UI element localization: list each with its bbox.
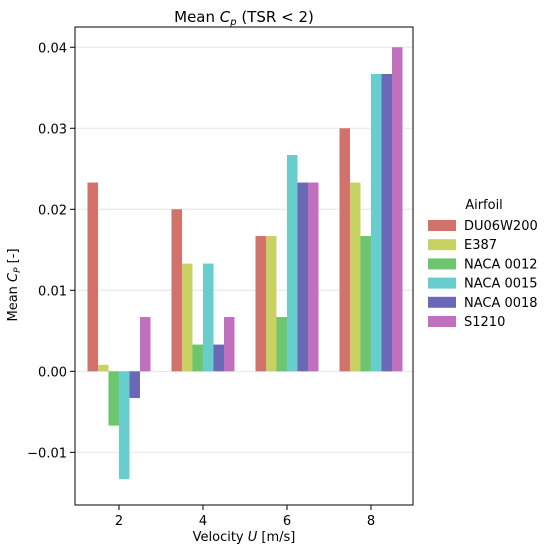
bars <box>87 47 403 480</box>
x-tick-label: 2 <box>115 514 123 529</box>
bar <box>297 182 308 372</box>
bar <box>203 263 214 372</box>
bar <box>371 73 382 372</box>
bar <box>192 344 203 372</box>
bar <box>171 209 182 372</box>
legend-label: NACA 0012 <box>464 257 538 272</box>
bar <box>87 182 98 372</box>
x-tick-label: 8 <box>367 514 375 529</box>
legend-swatch <box>428 220 456 231</box>
bar <box>287 155 298 372</box>
y-tick-label: 0.02 <box>38 203 67 218</box>
svg-text:Mean CP [-]: Mean CP [-] <box>6 248 23 321</box>
bar <box>360 236 371 372</box>
x-axis-label: Velocity U [m/s] <box>193 530 296 545</box>
legend-label: NACA 0018 <box>464 296 538 311</box>
bar <box>129 371 140 399</box>
bar <box>339 128 350 372</box>
legend-swatch <box>428 316 456 327</box>
y-tick-label: 0.01 <box>38 284 67 299</box>
legend-title: Airfoil <box>465 198 503 213</box>
y-tick-label: −0.01 <box>27 446 67 461</box>
legend-swatch <box>428 296 456 308</box>
legend-label: E387 <box>464 238 497 253</box>
y-tick-label: 0.00 <box>38 365 67 380</box>
legend: Airfoil DU06W200 E387 NACA 0012 NACA 0015 NA… <box>428 198 538 330</box>
bar <box>276 317 287 372</box>
bar <box>108 371 119 426</box>
bar <box>213 344 224 372</box>
legend-swatch <box>428 258 456 270</box>
bar <box>392 47 403 372</box>
bar <box>266 236 277 372</box>
chart-title: Mean Cp (TSR < 2) <box>174 8 314 28</box>
x-tick-label: 6 <box>283 514 291 529</box>
y-tick-label: 0.03 <box>38 122 67 137</box>
bar <box>119 371 130 480</box>
bar <box>381 73 392 372</box>
x-tick-label: 4 <box>199 514 207 529</box>
legend-label: S1210 <box>464 315 505 330</box>
bar <box>350 182 361 372</box>
legend-label: NACA 0015 <box>464 277 538 292</box>
bar <box>98 364 109 372</box>
y-axis-label: Mean CP [-] <box>6 248 23 321</box>
bar <box>255 236 266 372</box>
y-tick-label: 0.04 <box>38 41 67 56</box>
bar <box>140 317 151 372</box>
bar <box>182 263 193 372</box>
bar <box>308 182 319 372</box>
legend-swatch <box>428 239 456 251</box>
legend-label: DU06W200 <box>464 219 538 234</box>
x-ticks: 2 4 6 8 <box>115 505 375 529</box>
bar <box>224 317 235 372</box>
y-ticks: −0.01 0.00 0.01 0.02 0.03 0.04 <box>27 41 75 461</box>
plot-frame <box>74 26 414 506</box>
legend-swatch <box>428 277 456 289</box>
